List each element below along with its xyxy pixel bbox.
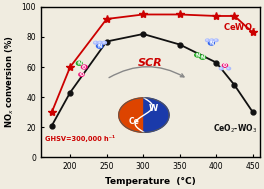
Circle shape [201,56,203,57]
Circle shape [227,67,230,70]
Circle shape [94,41,98,44]
Circle shape [210,39,214,42]
Circle shape [80,74,82,75]
Circle shape [196,54,198,55]
FancyArrowPatch shape [109,67,184,78]
Circle shape [195,53,200,57]
Text: N: N [200,55,205,60]
Circle shape [219,67,223,70]
Text: N: N [77,61,81,66]
Circle shape [103,42,105,43]
Text: O: O [82,64,86,70]
Circle shape [228,68,229,69]
Circle shape [102,41,106,44]
Text: N: N [195,53,200,57]
Text: Ce: Ce [129,117,139,126]
Circle shape [81,65,87,69]
Text: CeWO$_x$: CeWO$_x$ [223,22,257,34]
Circle shape [99,42,100,43]
X-axis label: Temperature  (°C): Temperature (°C) [105,177,196,186]
Circle shape [200,55,205,59]
Y-axis label: NO$_x$ conversion (%): NO$_x$ conversion (%) [3,36,16,128]
Circle shape [95,42,96,43]
Text: O: O [79,72,83,77]
Circle shape [98,45,100,46]
Text: GHSV=300,000 h⁻¹: GHSV=300,000 h⁻¹ [45,135,115,142]
Polygon shape [119,98,144,132]
Circle shape [78,62,79,63]
Text: N: N [97,43,102,49]
Circle shape [210,42,211,43]
Circle shape [214,39,218,42]
Circle shape [208,41,214,45]
Circle shape [222,64,228,67]
Circle shape [79,73,84,76]
Text: W: W [149,104,158,113]
Circle shape [220,68,221,69]
Circle shape [224,65,225,66]
Circle shape [96,44,103,48]
Text: N: N [209,40,214,46]
Circle shape [76,61,82,65]
Text: O: O [223,63,227,68]
Text: SCR: SCR [138,57,163,67]
Polygon shape [144,98,169,132]
Circle shape [206,39,209,42]
Text: CeO$_2$-WO$_3$: CeO$_2$-WO$_3$ [213,123,257,135]
Circle shape [83,66,84,67]
Circle shape [98,41,102,44]
